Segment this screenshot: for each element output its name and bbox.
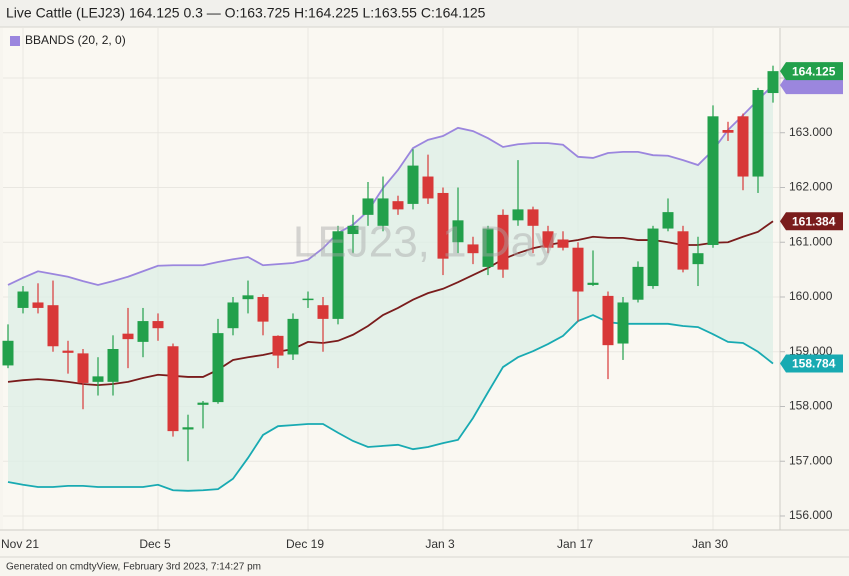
candle-body (287, 318, 299, 355)
band-lower (7, 314, 774, 492)
candle-body (212, 333, 224, 403)
candle-body (407, 165, 419, 204)
legend-label: BBANDS (20, 2, 0) (25, 33, 126, 47)
candle-body (542, 231, 554, 248)
price-tag (780, 354, 843, 373)
candle-body (452, 220, 464, 243)
candle-body (467, 244, 479, 254)
candle-body (62, 350, 74, 353)
legend-swatch (10, 36, 20, 46)
candle-body (422, 176, 434, 199)
candle-body (332, 231, 344, 319)
candle-body (347, 225, 359, 235)
y-tick-label: 157.000 (789, 453, 833, 467)
candle-body (317, 305, 329, 319)
candle-body (707, 116, 719, 245)
candle-body (722, 129, 734, 133)
candle-body (107, 348, 119, 382)
candle-body (257, 296, 269, 322)
y-tick-label: 158.000 (789, 399, 833, 413)
candle-body (47, 305, 59, 347)
y-tick-label: 159.000 (789, 344, 833, 358)
candle-body (647, 228, 659, 287)
candle-body (242, 295, 254, 300)
candle-body (377, 198, 389, 226)
candle-body (572, 247, 584, 292)
candle-body (17, 291, 29, 308)
price-tag-label: 158.784 (792, 357, 836, 371)
x-tick-label: Jan 3 (425, 537, 455, 551)
candle-body (587, 282, 599, 285)
footer: Generated on cmdtyView, February 3rd 202… (6, 562, 261, 573)
candle-body (137, 321, 149, 342)
candle-body (272, 335, 284, 356)
y-tick-label: 156.000 (789, 508, 833, 522)
watermark: LEJ23, 1 Day (293, 218, 557, 267)
candle-body (512, 209, 524, 221)
price-tag (780, 76, 843, 95)
candle-body (752, 90, 764, 177)
candle-body (302, 298, 314, 301)
candle-body (767, 71, 779, 94)
candle-body (737, 116, 749, 177)
candle-body (2, 340, 14, 366)
x-tick-label: Jan 30 (692, 537, 728, 551)
y-tick-label: 160.000 (789, 289, 833, 303)
candle-body (362, 198, 374, 215)
candle-body (617, 302, 629, 344)
candle-body (527, 209, 539, 226)
candle-body (122, 333, 134, 340)
price-tag (780, 212, 843, 231)
price-tag (780, 62, 843, 81)
band-upper (7, 84, 774, 286)
header-bar (0, 0, 849, 27)
candle-body (692, 253, 704, 265)
candle-body (152, 321, 164, 329)
candle-body (77, 353, 89, 383)
candle-body (557, 239, 569, 248)
candle-body (482, 228, 494, 267)
y-tick-label: 162.000 (789, 180, 833, 194)
candle-body (497, 214, 509, 270)
candle-body (197, 402, 209, 405)
x-tick-label: Jan 17 (557, 537, 593, 551)
band-fill (8, 85, 773, 491)
price-tag-label: 164.125 (792, 64, 836, 78)
candle-body (167, 346, 179, 432)
candle-body (662, 212, 674, 229)
x-tick-label: Dec 19 (286, 537, 324, 551)
candle-body (602, 295, 614, 346)
band-middle (7, 220, 774, 387)
y-tick-label: 163.000 (789, 125, 833, 139)
y-tick-label: 161.000 (789, 234, 833, 248)
candle-body (32, 302, 44, 308)
candle-body (632, 266, 644, 300)
price-tag-label: 161.384 (792, 214, 836, 228)
candle-body (182, 427, 194, 430)
candle-body (437, 192, 449, 259)
candle-body (677, 231, 689, 270)
candle-body (227, 302, 239, 329)
chart-title: Live Cattle (LEJ23) 164.125 0.3 — O:163.… (6, 5, 486, 21)
x-tick-label: Dec 5 (139, 537, 171, 551)
x-tick-label: Nov 21 (1, 537, 39, 551)
candle-body (392, 201, 404, 210)
candle-body (92, 376, 104, 382)
